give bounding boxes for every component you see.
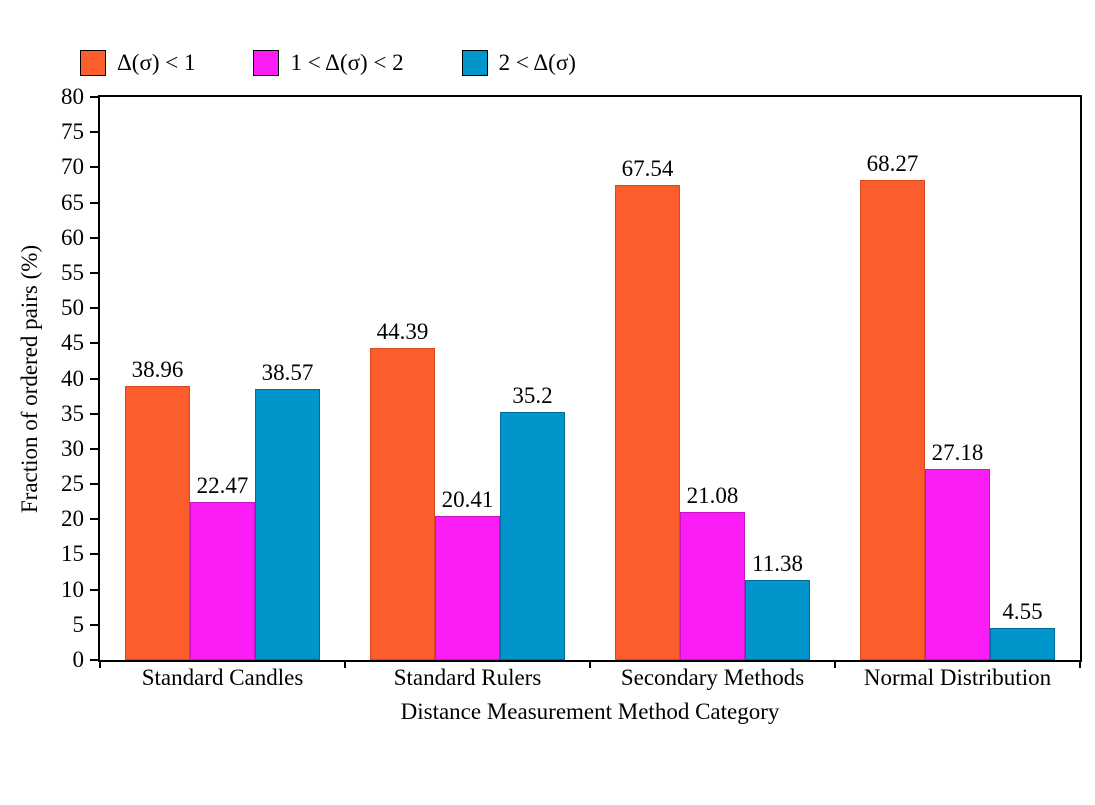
y-tick-mark xyxy=(90,307,98,310)
bar-value-label: 68.27 xyxy=(866,150,919,176)
bar xyxy=(125,385,190,660)
legend: Δ(σ) < 1 1 < Δ(σ) < 2 2 < Δ(σ) xyxy=(80,50,576,76)
x-tick-mark xyxy=(834,662,836,668)
y-tick-label: 0 xyxy=(72,647,85,672)
y-tick-label: 80 xyxy=(61,84,84,109)
y-tick-label: 30 xyxy=(61,435,84,461)
x-tick-mark xyxy=(1079,662,1081,668)
y-tick-label: 45 xyxy=(61,330,84,356)
y-tick-mark xyxy=(90,166,98,169)
category-label: Standard Candles xyxy=(141,665,304,690)
y-tick-mark xyxy=(90,342,98,345)
y-tick-mark xyxy=(90,236,98,239)
bar-value-label: 21.08 xyxy=(686,482,739,508)
plot-area xyxy=(98,95,1082,662)
y-tick-label: 35 xyxy=(61,400,84,426)
legend-entry: 1 < Δ(σ) < 2 xyxy=(253,50,404,76)
y-tick-mark xyxy=(90,518,98,521)
legend-label: 1 < Δ(σ) < 2 xyxy=(290,50,404,75)
y-tick-label: 20 xyxy=(61,506,84,532)
y-tick-mark xyxy=(90,588,98,591)
legend-label: Δ(σ) < 1 xyxy=(117,50,196,75)
bar-value-label: 27.18 xyxy=(931,439,984,465)
bar-value-label: 67.54 xyxy=(621,155,674,181)
y-tick-label: 40 xyxy=(61,365,84,391)
bar xyxy=(255,388,320,660)
y-tick-mark xyxy=(90,377,98,380)
bar xyxy=(990,627,1055,660)
bar-value-label: 4.55 xyxy=(1002,598,1043,624)
legend-entry: 2 < Δ(σ) xyxy=(461,50,576,76)
y-tick-mark xyxy=(90,201,98,204)
category-label: Normal Distribution xyxy=(863,665,1052,690)
bar xyxy=(500,412,565,660)
bar-value-label: 38.57 xyxy=(261,359,314,385)
category-label: Secondary Methods xyxy=(620,665,805,690)
y-tick-label: 25 xyxy=(61,471,84,497)
bar-value-label: 44.39 xyxy=(376,318,429,344)
bar-value-label: 35.2 xyxy=(512,383,553,409)
y-tick-label: 75 xyxy=(61,119,84,145)
y-tick-mark xyxy=(90,412,98,415)
y-tick-mark xyxy=(90,623,98,626)
category-label: Standard Rulers xyxy=(393,665,542,690)
y-tick-label: 70 xyxy=(61,154,84,180)
y-tick-label: 5 xyxy=(72,611,85,637)
bar xyxy=(435,516,500,660)
x-tick-mark xyxy=(99,662,101,668)
y-tick-mark xyxy=(90,447,98,450)
legend-swatch xyxy=(461,50,488,76)
bar xyxy=(860,179,925,660)
y-tick-mark xyxy=(90,553,98,556)
bar-value-label: 20.41 xyxy=(441,487,494,513)
y-tick-mark xyxy=(90,131,98,134)
legend-entry: Δ(σ) < 1 xyxy=(80,50,195,76)
bar-value-label: 22.47 xyxy=(196,472,249,498)
y-tick-mark xyxy=(90,271,98,274)
bar xyxy=(190,501,255,660)
bar-value-label: 11.38 xyxy=(752,550,803,576)
y-tick-mark xyxy=(90,483,98,486)
bar xyxy=(680,511,745,660)
y-tick-mark xyxy=(90,96,98,98)
y-tick-label: 50 xyxy=(61,295,84,321)
x-tick-mark xyxy=(344,662,346,668)
bar xyxy=(370,347,435,660)
bar xyxy=(745,579,810,660)
y-tick-label: 15 xyxy=(61,541,84,567)
y-tick-mark xyxy=(90,659,98,661)
y-tick-label: 55 xyxy=(61,259,84,285)
y-tick-label: 65 xyxy=(61,189,84,215)
bar xyxy=(925,468,990,660)
x-axis-title: Distance Measurement Method Category xyxy=(400,699,780,724)
bar xyxy=(615,184,680,660)
bar-value-label: 38.96 xyxy=(131,356,184,382)
legend-swatch xyxy=(80,50,106,76)
y-axis-title: Fraction of ordered pairs (%) xyxy=(17,244,42,514)
legend-label: 2 < Δ(σ) xyxy=(498,50,576,75)
y-tick-label: 10 xyxy=(61,576,84,602)
legend-swatch xyxy=(253,50,280,76)
y-tick-label: 60 xyxy=(61,224,84,250)
x-tick-mark xyxy=(589,662,591,668)
